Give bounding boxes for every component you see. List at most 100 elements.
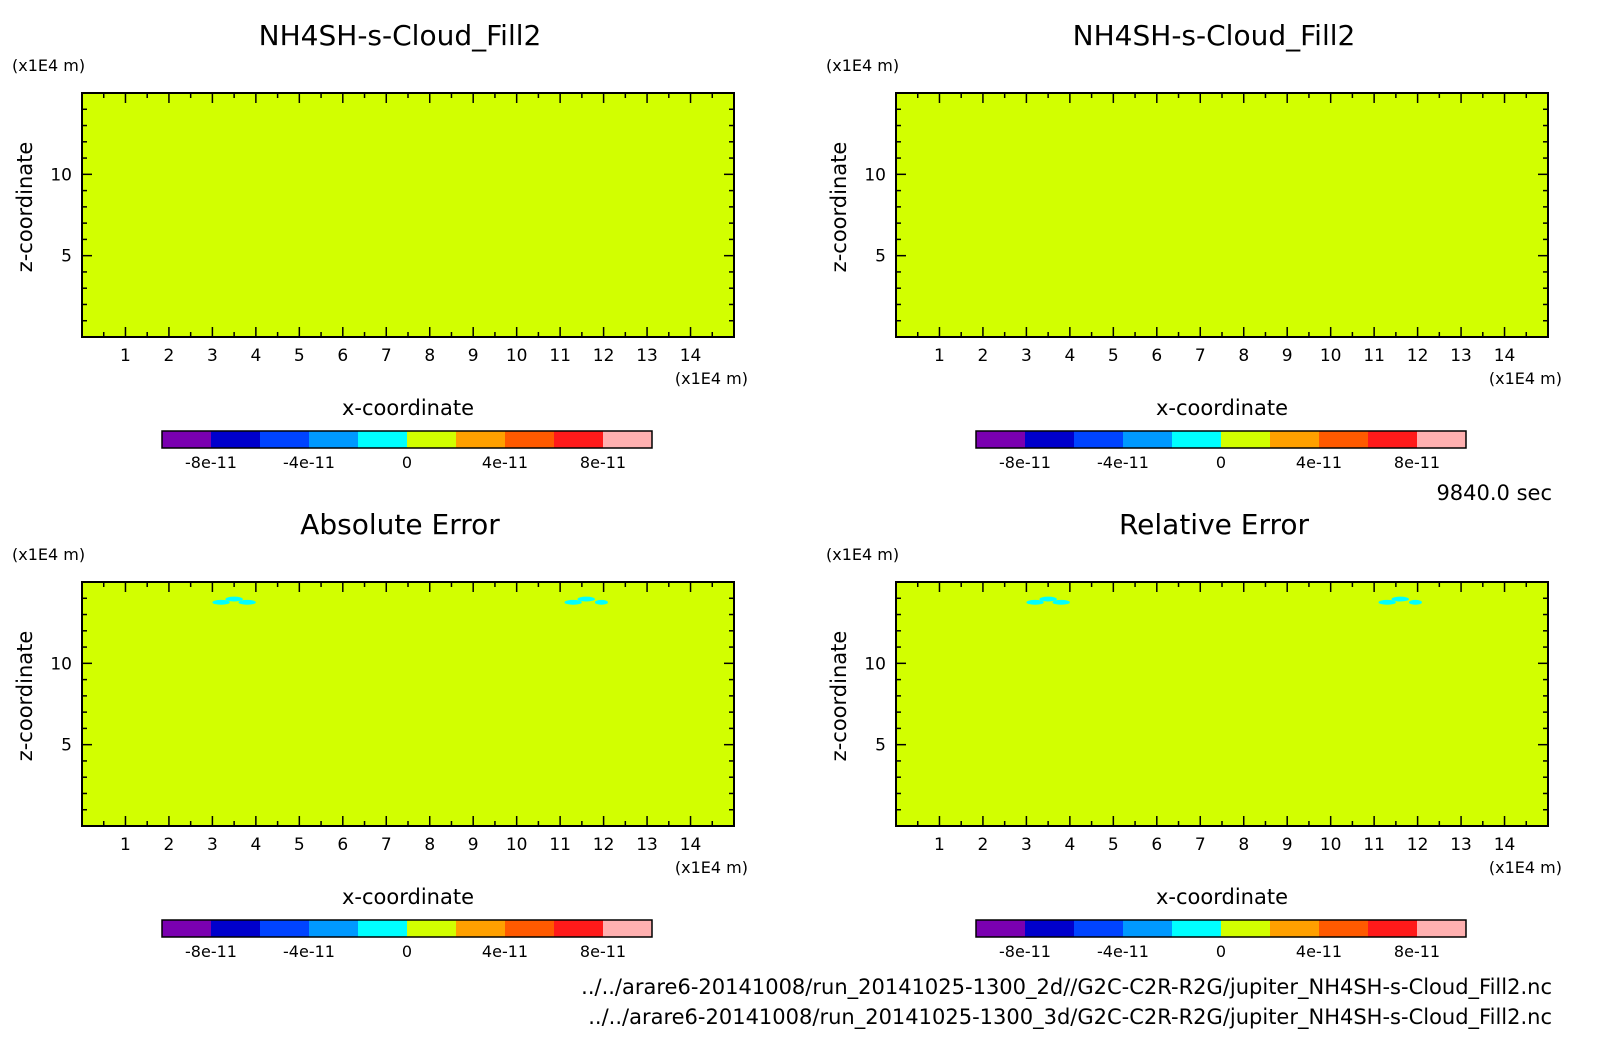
colorbar-frame [975,919,1467,938]
x-tick-label: 9 [1282,835,1293,855]
heatmap-field [896,582,1548,826]
x-tick-label: 4 [250,346,261,366]
x-tick-label: 4 [250,835,261,855]
x-tick-label: 5 [1108,346,1119,366]
colorbar-swatch [260,920,310,937]
colorbar-swatch [1123,920,1173,937]
x-tick-label: 7 [381,835,392,855]
heatmap-patch [564,599,582,605]
colorbar-swatch [358,431,408,448]
colorbar-swatch [309,431,359,448]
heatmap-patch [212,599,230,605]
colorbar-swatch [976,920,1026,937]
colorbar-frame [161,430,653,449]
x-tick-label: 3 [207,346,218,366]
colorbar-tick-label: 0 [1216,453,1226,472]
x-tick-label: 14 [680,835,702,855]
x-tick-label: 12 [593,835,615,855]
colorbar-swatch [1368,920,1418,937]
x-tick-label: 2 [164,835,175,855]
x-tick-label: 11 [549,346,571,366]
colorbar-swatch [1025,920,1075,937]
y-tick-label: 5 [61,247,72,267]
colorbar-swatch [603,431,653,448]
file-path-1: ../../arare6-20141008/run_20141025-1300_… [581,975,1552,1000]
colorbar-swatch [554,431,604,448]
colorbar-swatch [1270,431,1320,448]
x-tick-label: 14 [1494,346,1516,366]
x-tick-label: 1 [120,835,131,855]
colorbar-tick-label: 0 [402,453,412,472]
heatmap-field [896,93,1548,337]
x-tick-label: 12 [593,346,615,366]
x-axis-label: x-coordinate [342,396,474,420]
y-axis-label: z-coordinate [827,142,851,273]
colorbar-swatch [1368,431,1418,448]
colorbar-swatch [211,920,261,937]
x-tick-label: 10 [506,835,528,855]
colorbar-swatch [1270,920,1320,937]
colorbar-swatch [505,920,555,937]
x-unit-label: (x1E4 m) [1489,369,1562,388]
y-unit-label: (x1E4 m) [826,545,899,564]
colorbar-swatch [407,431,457,448]
chart-panel-3: Absolute Error(x1E4 m)(x1E4 m)1 2 3 4 5 6 7 8 9 1… [12,508,748,961]
colorbar-swatch [1172,431,1222,448]
y-tick-label: 5 [875,247,886,267]
x-tick-label: 8 [1238,835,1249,855]
colorbar-swatch [1319,920,1369,937]
x-unit-label: (x1E4 m) [675,858,748,877]
colorbar-swatch [211,431,261,448]
x-tick-label: 2 [978,346,989,366]
colorbar-swatch [1417,920,1467,937]
x-tick-label: 9 [468,346,479,366]
x-tick-label: 4 [1064,346,1075,366]
heatmap-patch [1039,596,1057,602]
chart-panel-1: NH4SH-s-Cloud_Fill2(x1E4 m)(x1E4 m)1 2 3 4 5… [12,19,748,472]
colorbar-swatch [603,920,653,937]
x-unit-label: (x1E4 m) [1489,858,1562,877]
x-tick-label: 2 [978,835,989,855]
colorbar-swatch [407,920,457,937]
colorbar-swatch [976,431,1026,448]
x-tick-label: 7 [381,346,392,366]
x-tick-label: 9 [468,835,479,855]
colorbar-swatch [505,431,555,448]
colorbar-swatch [554,920,604,937]
chart-title: Absolute Error [300,508,500,541]
colorbar-swatch [1221,920,1271,937]
chart-title: NH4SH-s-Cloud_Fill2 [1073,19,1356,52]
colorbar-tick-label: 8e-11 [580,453,626,472]
x-tick-label: 1 [934,835,945,855]
heatmap-patch [1026,599,1044,605]
heatmap-patch [594,599,608,605]
colorbar-tick-label: -4e-11 [283,942,335,961]
heatmap-patch [1391,596,1409,602]
y-tick-label: 10 [864,165,886,185]
x-axis-label: x-coordinate [1156,396,1288,420]
y-axis-label: z-coordinate [13,142,37,273]
colorbar-tick-label: 8e-11 [580,942,626,961]
y-unit-label: (x1E4 m) [826,56,899,75]
x-tick-label: 3 [1021,835,1032,855]
x-tick-label: 7 [1195,346,1206,366]
x-tick-label: 14 [680,346,702,366]
x-tick-label: 4 [1064,835,1075,855]
x-tick-label: 3 [1021,346,1032,366]
colorbar-swatch [1221,431,1271,448]
x-tick-label: 13 [1450,835,1472,855]
colorbar-tick-label: -4e-11 [1097,453,1149,472]
colorbar-swatch [309,920,359,937]
colorbar-swatch [1319,431,1369,448]
x-tick-label: 9 [1282,346,1293,366]
x-tick-label: 13 [636,346,658,366]
x-tick-label: 5 [1108,835,1119,855]
x-tick-label: 6 [1151,346,1162,366]
colorbar-tick-label: 4e-11 [482,453,528,472]
colorbar-tick-label: -4e-11 [1097,942,1149,961]
x-unit-label: (x1E4 m) [675,369,748,388]
heatmap-patch [577,596,595,602]
colorbar: -8e-11 -4e-11 0 4e-11 8e-11 [975,919,1467,961]
x-tick-label: 13 [636,835,658,855]
x-tick-label: 10 [1320,346,1342,366]
